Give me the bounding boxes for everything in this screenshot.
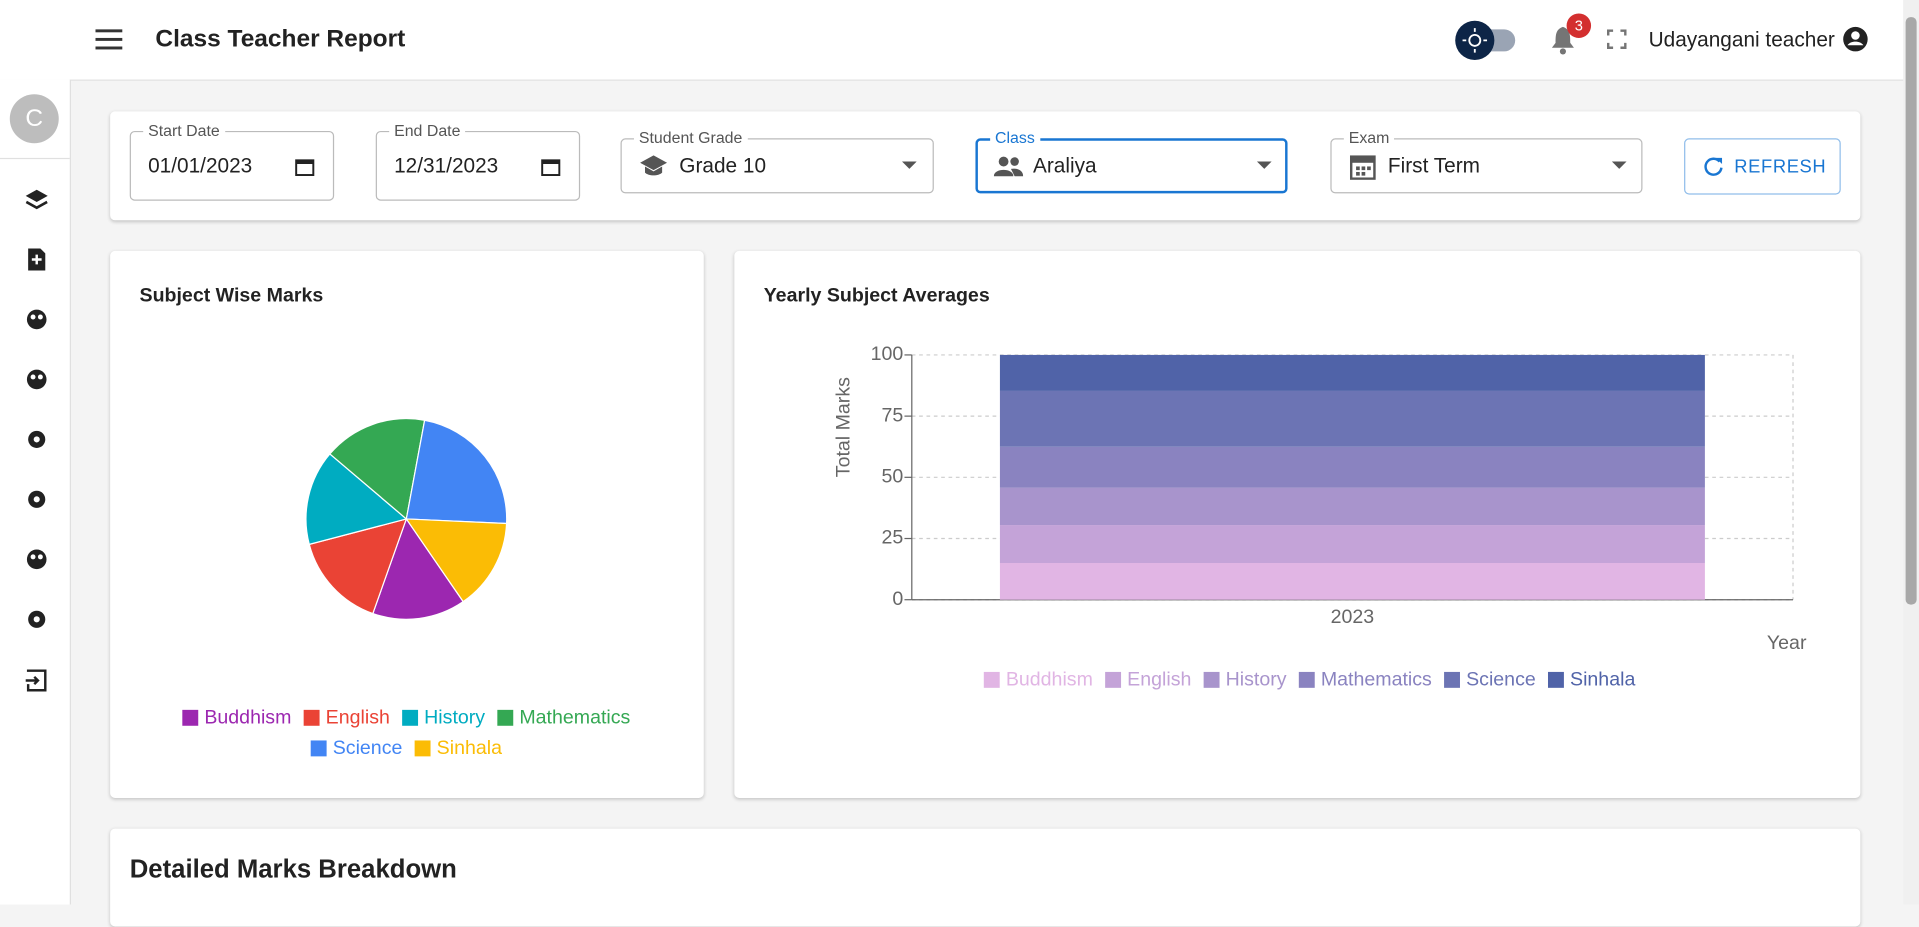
- legend-label: History: [424, 707, 485, 729]
- grade-select[interactable]: Student Grade Grade 10: [620, 128, 934, 194]
- avatar: C: [9, 94, 59, 144]
- menu-button[interactable]: [95, 27, 123, 51]
- bar-segment: [999, 487, 1705, 526]
- nav-icons[interactable]: [24, 187, 48, 701]
- theme-toggle[interactable]: [1454, 20, 1518, 62]
- field-value: Araliya: [1032, 154, 1097, 178]
- x-tick-label: 2023: [1331, 606, 1375, 628]
- bar-segment: [999, 525, 1705, 563]
- chart-title: Yearly Subject Averages: [764, 284, 990, 306]
- y-tick-label: 100: [871, 343, 904, 365]
- pie-slice: [308, 518, 408, 615]
- pie-slice: [405, 518, 508, 603]
- field-value: 01/01/2023: [148, 154, 253, 178]
- pie-slice: [372, 517, 465, 620]
- legend-swatch: [983, 671, 1000, 688]
- legend-swatch: [303, 709, 320, 726]
- x-axis-label: Year: [1767, 632, 1807, 654]
- field-label: Student Grade: [633, 128, 748, 147]
- app-bar: Class Teacher Report 3 Udayangani teache…: [0, 0, 1919, 81]
- end-date-field[interactable]: End Date 12/31/2023: [375, 121, 581, 201]
- legend-swatch: [182, 709, 199, 726]
- pie-slice: [329, 417, 426, 521]
- pie-slice: [305, 453, 408, 546]
- legend-swatch: [1203, 671, 1220, 688]
- legend-label: Buddhism: [204, 707, 291, 729]
- y-tick-label: 25: [881, 527, 903, 549]
- bar-segment: [999, 446, 1705, 488]
- field-value: First Term: [1387, 154, 1481, 178]
- field-value: 12/31/2023: [394, 154, 499, 178]
- account-icon[interactable]: [1842, 26, 1869, 53]
- charts: Subject Wise Marks Buddhism English History…: [140, 284, 1807, 759]
- legend-swatch: [1105, 671, 1122, 688]
- legend-label: Sinhala: [437, 737, 502, 759]
- refresh-button[interactable]: REFRESH: [1684, 138, 1841, 195]
- legend-label: Science: [333, 737, 403, 759]
- class-select[interactable]: Class Araliya: [975, 128, 1288, 194]
- legend-swatch: [402, 709, 419, 726]
- exam-select[interactable]: Exam First Term: [1330, 128, 1643, 194]
- legend-label: Buddhism: [1006, 669, 1093, 691]
- legend-swatch: [1444, 671, 1460, 688]
- legend-swatch: [310, 740, 327, 757]
- start-date-field[interactable]: Start Date 01/01/2023: [129, 121, 335, 201]
- field-label: Exam: [1343, 128, 1395, 147]
- field-label: End Date: [389, 121, 466, 140]
- legend-label: Mathematics: [519, 707, 630, 729]
- notification-badge: 3: [1566, 13, 1592, 38]
- sidebar: C: [0, 79, 71, 905]
- page-title: Class Teacher Report: [155, 25, 406, 53]
- legend-swatch: [414, 740, 431, 757]
- divider: [0, 157, 70, 160]
- y-tick-label: 75: [881, 404, 903, 426]
- fullscreen-button[interactable]: [1606, 29, 1627, 49]
- y-tick-label: 0: [892, 588, 903, 610]
- section-title: Detailed Marks Breakdown: [129, 855, 457, 884]
- field-label: Start Date: [143, 121, 225, 140]
- button-label: REFRESH: [1734, 156, 1827, 178]
- bar-segment: [999, 390, 1705, 447]
- bar-segment: [999, 562, 1705, 600]
- legend-label: History: [1226, 669, 1287, 691]
- legend-label: Mathematics: [1321, 669, 1432, 691]
- legend-swatch: [1547, 671, 1564, 688]
- field-value: Grade 10: [679, 154, 767, 178]
- chart-title: Subject Wise Marks: [140, 284, 324, 306]
- legend-label: Sinhala: [1570, 669, 1635, 691]
- bar-segment: [999, 354, 1705, 391]
- y-axis-label: Total Marks: [833, 377, 855, 477]
- field-label: Class: [990, 128, 1040, 147]
- legend-label: English: [1127, 669, 1191, 691]
- legend-label: Science: [1466, 669, 1536, 691]
- legend-label: English: [326, 707, 390, 729]
- y-tick-label: 50: [881, 465, 903, 487]
- user-name[interactable]: Udayangani teacher: [1648, 28, 1835, 52]
- filter-card: Start Date 01/01/2023 End Date 12/31/2023 …: [110, 111, 1861, 221]
- pie-slice: [405, 419, 508, 525]
- legend-swatch: [1298, 671, 1315, 688]
- legend-swatch: [497, 709, 514, 726]
- scrollbar[interactable]: [1903, 0, 1919, 905]
